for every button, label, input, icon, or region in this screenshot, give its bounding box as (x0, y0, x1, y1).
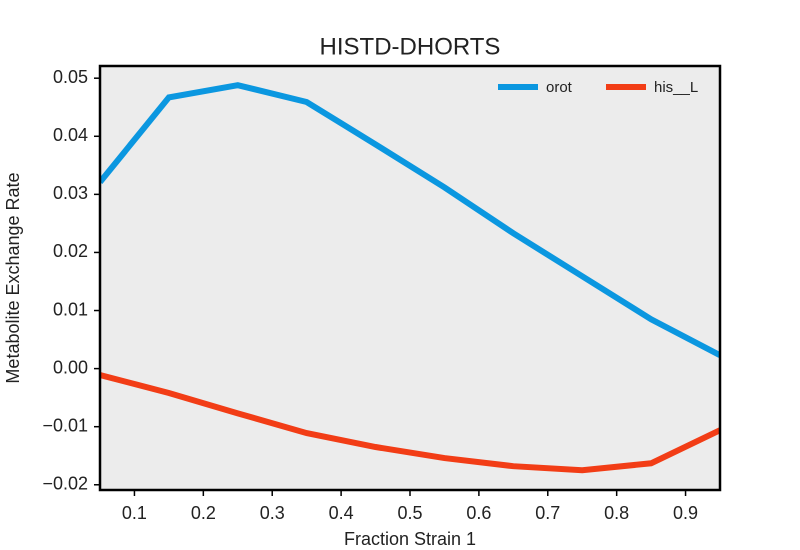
y-tick-label: 0.00 (53, 357, 88, 377)
x-tick-label: 0.8 (604, 503, 629, 523)
x-tick-label: 0.4 (329, 503, 354, 523)
x-tick-label: 0.2 (191, 503, 216, 523)
plot-frame (98, 64, 722, 492)
y-tick-label: −0.02 (42, 474, 88, 494)
line (100, 82, 720, 358)
y-tick-label: 0.01 (53, 299, 88, 319)
y-tick-label: 0.05 (53, 67, 88, 87)
x-tick-label: 0.5 (397, 503, 422, 523)
y-axis-label: Metabolite Exchange Rate (3, 172, 23, 383)
x-tick-label: 0.3 (260, 503, 285, 523)
x-tick-label: 0.1 (122, 503, 147, 523)
chart-title: HISTD-DHORTS (320, 33, 501, 60)
legend-label: his__L (654, 79, 698, 96)
plot-area (100, 66, 720, 490)
x-tick-label: 0.6 (466, 503, 491, 523)
y-tick-label: 0.04 (53, 125, 88, 145)
x-tick-label: 0.9 (673, 503, 698, 523)
y-tick-label: −0.01 (42, 415, 88, 435)
x-axis-label: Fraction Strain 1 (344, 529, 476, 549)
y-tick-label: 0.03 (53, 183, 88, 203)
x-tick-label: 0.7 (535, 503, 560, 523)
line (100, 372, 720, 474)
y-tick-label: 0.02 (53, 241, 88, 261)
legend-label: orot (546, 79, 573, 96)
